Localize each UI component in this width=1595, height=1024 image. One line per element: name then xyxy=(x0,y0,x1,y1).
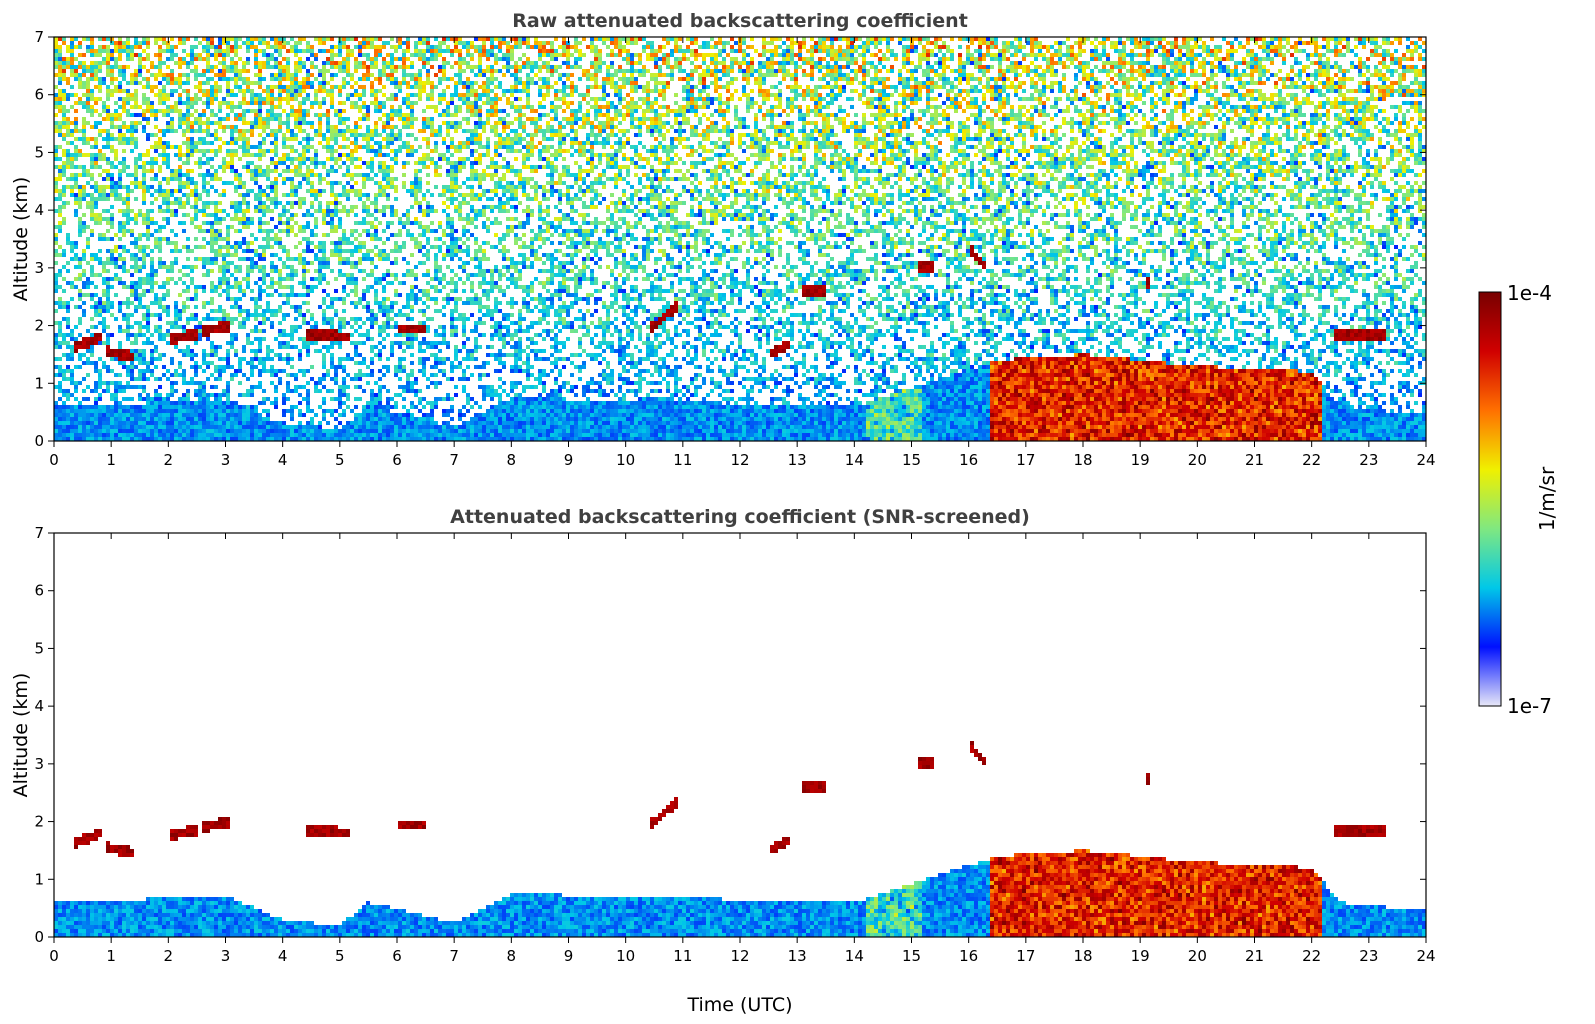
x-tick-label: 0 xyxy=(49,451,59,469)
y-tick-label: 4 xyxy=(34,201,44,219)
x-tick-label: 14 xyxy=(845,451,864,469)
x-tick-label: 19 xyxy=(1131,947,1150,965)
y-tick-label: 5 xyxy=(34,143,44,161)
x-tick-label: 1 xyxy=(106,947,116,965)
x-tick-label: 21 xyxy=(1245,947,1264,965)
heatmap-raster xyxy=(54,37,1426,441)
y-tick-label: 6 xyxy=(34,582,44,600)
x-tick-label: 13 xyxy=(788,451,807,469)
x-tick-label: 15 xyxy=(902,451,921,469)
x-tick-label: 1 xyxy=(106,451,116,469)
colorbar-min-label: 1e-7 xyxy=(1507,694,1552,718)
x-tick-label: 11 xyxy=(673,947,692,965)
x-tick-label: 7 xyxy=(449,451,459,469)
top-panel: Raw attenuated backscattering coefficien… xyxy=(10,10,1436,469)
x-tick-label: 20 xyxy=(1188,451,1207,469)
x-tick-label: 13 xyxy=(788,947,807,965)
x-tick-label: 16 xyxy=(959,451,978,469)
colorbar: 1e-4 1e-7 1/m/sr xyxy=(1478,281,1559,718)
y-tick-label: 7 xyxy=(34,524,44,542)
x-tick-label: 24 xyxy=(1416,947,1435,965)
x-tick-label: 7 xyxy=(449,947,459,965)
top-heatmap xyxy=(54,37,1426,441)
top-y-axis: 0 1 2 3 4 5 6 7 xyxy=(34,28,1426,450)
x-tick-label: 17 xyxy=(1016,947,1035,965)
x-tick-label: 20 xyxy=(1188,947,1207,965)
x-tick-label: 12 xyxy=(730,947,749,965)
x-tick-label: 22 xyxy=(1302,947,1321,965)
bottom-y-axis: 0 1 2 3 4 5 6 7 xyxy=(34,524,1426,946)
y-tick-label: 6 xyxy=(34,86,44,104)
x-tick-label: 18 xyxy=(1073,947,1092,965)
heatmap-raster xyxy=(54,533,1426,937)
y-tick-label: 0 xyxy=(34,928,44,946)
x-tick-label: 0 xyxy=(49,947,59,965)
x-tick-label: 23 xyxy=(1359,451,1378,469)
bottom-heatmap xyxy=(54,533,1426,937)
x-tick-label: 10 xyxy=(616,947,635,965)
x-tick-label: 8 xyxy=(507,451,517,469)
x-tick-label: 5 xyxy=(335,947,345,965)
x-tick-label: 16 xyxy=(959,947,978,965)
x-tick-label: 5 xyxy=(335,451,345,469)
y-tick-label: 0 xyxy=(34,432,44,450)
x-tick-label: 23 xyxy=(1359,947,1378,965)
y-tick-label: 2 xyxy=(34,317,44,335)
top-x-axis: 0 1 2 3 4 5 6 7 8 9 10 11 12 13 14 15 16 17 18 19 20 21 22 23 24 xyxy=(49,37,1436,469)
bottom-x-axis: 0 1 2 3 4 5 6 7 8 9 10 11 12 13 14 15 16 17 18 19 20 21 22 23 24 xyxy=(49,533,1436,965)
x-tick-label: 17 xyxy=(1016,451,1035,469)
y-tick-label: 3 xyxy=(34,259,44,277)
x-tick-label: 18 xyxy=(1073,451,1092,469)
top-panel-title: Raw attenuated backscattering coefficien… xyxy=(512,10,968,32)
x-tick-label: 24 xyxy=(1416,451,1435,469)
y-tick-label: 1 xyxy=(34,870,44,888)
y-tick-label: 4 xyxy=(34,697,44,715)
colorbar-unit-label: 1/m/sr xyxy=(1535,466,1559,531)
x-tick-label: 3 xyxy=(221,947,231,965)
x-tick-label: 2 xyxy=(164,451,174,469)
bottom-y-axis-label: Altitude (km) xyxy=(10,673,32,798)
x-tick-label: 6 xyxy=(392,947,402,965)
bottom-panel-title: Attenuated backscattering coefficient (S… xyxy=(450,506,1030,528)
x-tick-label: 4 xyxy=(278,947,288,965)
x-tick-label: 11 xyxy=(673,451,692,469)
y-tick-label: 3 xyxy=(34,755,44,773)
x-tick-label: 8 xyxy=(507,947,517,965)
x-tick-label: 12 xyxy=(730,451,749,469)
x-tick-label: 14 xyxy=(845,947,864,965)
x-tick-label: 4 xyxy=(278,451,288,469)
x-tick-label: 9 xyxy=(564,947,574,965)
x-tick-label: 2 xyxy=(164,947,174,965)
x-tick-label: 21 xyxy=(1245,451,1264,469)
x-tick-label: 9 xyxy=(564,451,574,469)
x-tick-label: 22 xyxy=(1302,451,1321,469)
y-tick-label: 7 xyxy=(34,28,44,46)
x-axis-label: Time (UTC) xyxy=(686,994,792,1016)
x-tick-label: 3 xyxy=(221,451,231,469)
x-tick-label: 15 xyxy=(902,947,921,965)
colorbar-gradient xyxy=(1478,291,1502,707)
y-tick-label: 1 xyxy=(34,374,44,392)
y-tick-label: 5 xyxy=(34,639,44,657)
x-tick-label: 6 xyxy=(392,451,402,469)
x-tick-label: 19 xyxy=(1131,451,1150,469)
bottom-panel: Attenuated backscattering coefficient (S… xyxy=(10,506,1436,1016)
colorbar-max-label: 1e-4 xyxy=(1507,281,1552,305)
y-tick-label: 2 xyxy=(34,813,44,831)
top-y-axis-label: Altitude (km) xyxy=(10,177,32,302)
x-tick-label: 10 xyxy=(616,451,635,469)
